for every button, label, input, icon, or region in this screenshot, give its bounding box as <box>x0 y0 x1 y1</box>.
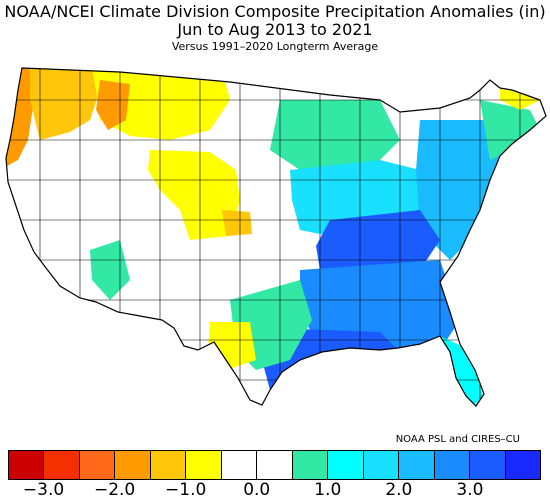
legend-swatch <box>150 451 187 479</box>
data-credit: NOAA PSL and CIRES–CU <box>395 434 520 445</box>
region-new-england <box>480 100 540 160</box>
us-map-svg <box>5 67 547 407</box>
region-florida <box>440 336 484 406</box>
legend-swatch <box>186 451 222 479</box>
legend-swatch <box>292 451 329 479</box>
legend-swatch <box>79 451 116 479</box>
legend-tick-label: 1.0 <box>314 480 342 500</box>
legend-tick-label: 3.0 <box>456 480 484 500</box>
legend-swatch <box>470 451 506 479</box>
legend-swatch <box>44 451 80 479</box>
legend-swatch <box>257 451 293 479</box>
map-title-line-1: NOAA/NCEI Climate Division Composite Pre… <box>4 2 546 21</box>
legend-tick-label: −2.0 <box>93 480 136 500</box>
legend-swatch <box>115 451 151 479</box>
color-legend <box>8 450 541 480</box>
legend-tick-label: 0.0 <box>243 480 271 500</box>
region-wyoming-dakotas <box>148 150 240 240</box>
map-subtitle: Versus 1991–2020 Longterm Average <box>171 40 379 53</box>
legend-swatch <box>328 451 364 479</box>
legend-tick-label: 2.0 <box>385 480 413 500</box>
region-western-montana <box>96 80 130 130</box>
us-precipitation-map <box>0 60 550 440</box>
legend-swatch <box>434 451 471 479</box>
legend-swatch <box>363 451 400 479</box>
map-title-line-2: Jun to Aug 2013 to 2021 <box>177 20 373 39</box>
legend-swatch <box>221 451 258 479</box>
legend-swatch <box>399 451 435 479</box>
region-southeast <box>300 260 460 350</box>
legend-swatch <box>505 451 541 479</box>
legend-swatch <box>9 451 45 479</box>
legend-tick-label: −3.0 <box>22 480 65 500</box>
region-kansas-patch <box>222 210 252 236</box>
legend-tick-label: −1.0 <box>165 480 207 500</box>
